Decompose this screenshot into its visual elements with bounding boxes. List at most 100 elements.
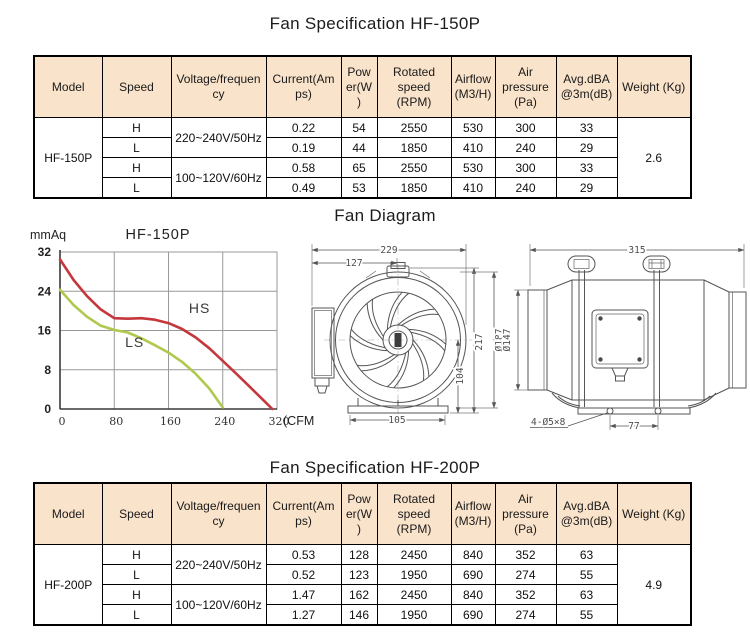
dim-side-length: 315	[628, 245, 645, 256]
dim-front-inlet-width: 127	[345, 258, 362, 269]
col-header-speed: Speed	[101, 55, 172, 118]
spec-table-150: Model Speed Voltage/frequency Current(Am…	[33, 55, 692, 199]
table-row: HF-150P H 220~240V/50Hz 0.22 54 2550 530…	[33, 117, 692, 199]
cell-model: HF-200P	[33, 544, 103, 626]
cell-speed: L	[101, 137, 172, 158]
col-header-pressure: Air pressure (Pa)	[494, 482, 557, 545]
cell-rpm: 2450	[376, 584, 452, 605]
hub-shaft	[394, 333, 402, 347]
cell-airflow: 530	[450, 157, 496, 178]
cell-speed: L	[101, 177, 172, 199]
table-row: L 0.52 123 1950 690 274 55	[34, 564, 691, 585]
cell-power: 54	[340, 117, 378, 138]
col-header-model: Model	[33, 55, 103, 118]
cell-power: 53	[340, 177, 378, 199]
x-axis-unit: (CFM	[283, 414, 314, 428]
side-view-drawing: Ø147	[500, 243, 747, 434]
cell-speed: H	[101, 157, 172, 178]
col-header-pressure: Air pressure (Pa)	[494, 55, 557, 118]
y-tick-label: 8	[44, 363, 51, 377]
cell-dba: 55	[555, 604, 618, 626]
cell-pressure: 274	[494, 564, 557, 585]
table-row: L 0.49 53 1850 410 240 29	[34, 177, 691, 199]
dim-mounting-holes: 4-Ø5×8	[531, 417, 566, 428]
x-tick-label: 80	[109, 415, 123, 428]
col-header-dba: Avg.dBA @3m(dB)	[555, 55, 618, 118]
cell-power: 123	[340, 564, 378, 585]
y-tick-label: 24	[38, 284, 52, 298]
cell-rpm: 1950	[376, 564, 452, 585]
cell-pressure: 240	[494, 137, 557, 158]
cell-airflow: 410	[450, 177, 496, 199]
cell-weight: 2.6	[616, 117, 692, 199]
dim-outer-diameter: Ø187	[494, 329, 505, 352]
series-ls	[58, 288, 225, 409]
header-row: Model Speed Voltage/frequency Current(Am…	[33, 55, 692, 118]
table-row: H 100~120V/60Hz 1.47 162 2450 840 352 63	[34, 584, 691, 626]
cell-current: 0.52	[265, 564, 342, 585]
cell-speed: L	[101, 604, 172, 626]
x-tick-label: 0	[59, 415, 66, 428]
cell-dba: 63	[555, 544, 618, 565]
col-header-current: Current(Amps)	[265, 482, 342, 545]
cell-pressure: 352	[494, 584, 557, 605]
cell-current: 0.22	[265, 117, 342, 138]
y-tick-label: 16	[38, 324, 52, 338]
cell-pressure: 300	[494, 157, 557, 178]
cell-power: 162	[340, 584, 378, 605]
y-tick-label: 32	[38, 245, 52, 259]
table-row: L 0.19 44 1850 410 240 29	[34, 137, 691, 158]
cell-voltage: 100~120V/60Hz	[170, 157, 267, 199]
col-header-power: Power(W)	[340, 482, 378, 545]
cell-dba: 33	[555, 157, 618, 178]
chart-title: HF-150P	[125, 227, 190, 243]
x-tick-label: 320	[269, 415, 290, 428]
col-header-weight: Weight (Kg)	[616, 55, 692, 118]
cell-speed: L	[101, 564, 172, 585]
cell-airflow: 840	[450, 584, 496, 605]
col-header-speed: Speed	[101, 482, 172, 545]
col-header-weight: Weight (Kg)	[616, 482, 692, 545]
dim-hole-spacing: 77	[628, 421, 639, 432]
cell-airflow: 410	[450, 137, 496, 158]
col-header-airflow: Airflow (M3/H)	[450, 482, 496, 545]
cell-airflow: 530	[450, 117, 496, 138]
spec-table-200: Model Speed Voltage/frequency Current(Am…	[33, 482, 692, 626]
dim-front-base: 105	[388, 415, 405, 426]
col-header-dba: Avg.dBA @3m(dB)	[555, 482, 618, 545]
x-tick-label: 240	[214, 415, 235, 428]
cell-power: 146	[340, 604, 378, 626]
cell-airflow: 690	[450, 604, 496, 626]
cell-power: 44	[340, 137, 378, 158]
cell-rpm: 2550	[376, 157, 452, 178]
col-header-rpm: Rotated speed (RPM)	[376, 482, 452, 545]
fan-diagram-title: Fan Diagram	[334, 206, 436, 225]
cell-power: 65	[340, 157, 378, 178]
cell-current: 1.47	[265, 584, 342, 605]
cell-current: 0.58	[265, 157, 342, 178]
fan-drawings: 229 127 104 217 Ø187 105	[311, 243, 747, 434]
dim-duct-diameter: Ø147	[502, 329, 513, 352]
series-hs	[58, 258, 274, 411]
cell-pressure: 240	[494, 177, 557, 199]
cell-dba: 29	[555, 137, 618, 158]
cell-pressure: 300	[494, 117, 557, 138]
cell-current: 0.19	[265, 137, 342, 158]
y-axis-unit: mmAq	[30, 228, 66, 242]
dim-front-height: 217	[474, 333, 485, 350]
cell-pressure: 274	[494, 604, 557, 626]
cell-dba: 33	[555, 117, 618, 138]
col-header-airflow: Airflow (M3/H)	[450, 55, 496, 118]
impeller-blades	[349, 291, 447, 389]
cell-voltage: 220~240V/50Hz	[170, 544, 267, 585]
cell-current: 0.53	[265, 544, 342, 565]
cell-dba: 55	[555, 564, 618, 585]
cell-airflow: 840	[450, 544, 496, 565]
cell-rpm: 2450	[376, 544, 452, 565]
col-header-current: Current(Amps)	[265, 55, 342, 118]
series-label-hs: HS	[189, 300, 210, 316]
col-header-voltage: Voltage/frequency	[170, 482, 267, 545]
cell-voltage: 100~120V/60Hz	[170, 584, 267, 626]
col-header-voltage: Voltage/frequency	[170, 55, 267, 118]
cell-dba: 63	[555, 584, 618, 605]
